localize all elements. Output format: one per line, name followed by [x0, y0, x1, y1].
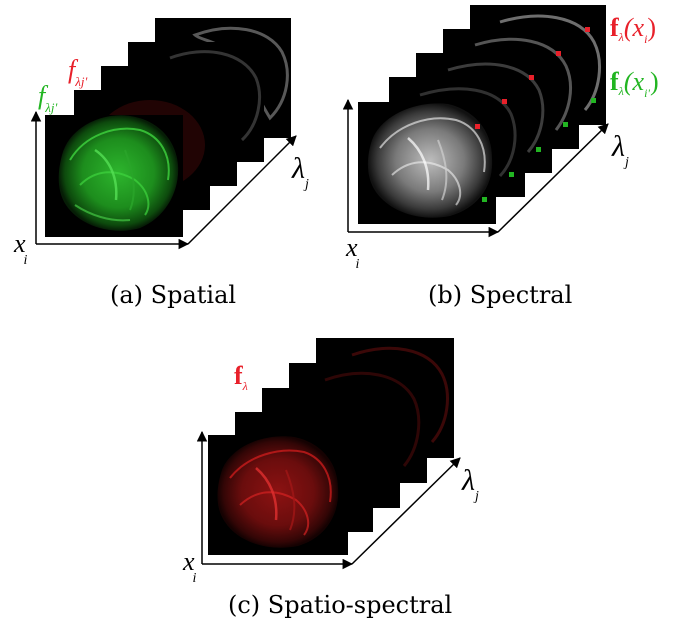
brain-outline	[419, 87, 517, 178]
pixel-green	[536, 147, 541, 152]
label-f-red: fλj'	[68, 55, 87, 89]
brain-outline	[447, 62, 545, 153]
label-lambda: λj	[291, 152, 309, 192]
brain-image-gray	[367, 103, 493, 218]
pixel-green	[482, 197, 487, 202]
brain-outline	[474, 37, 573, 131]
pixel-green	[591, 98, 596, 103]
caption-b: (b) Spectral	[428, 281, 572, 309]
brain-outline	[324, 371, 421, 467]
caption-a: (a) Spatial	[110, 281, 236, 309]
axis-lambda	[351, 457, 461, 565]
pixel-red	[585, 27, 590, 32]
pixel-red	[529, 75, 534, 80]
label-f-red: fλ(xi)	[610, 13, 656, 46]
pixel-green	[509, 172, 514, 177]
caption-c: (c) Spatio-spectral	[228, 591, 452, 619]
label-f-red: fλ	[234, 361, 248, 393]
label-lambda: λj	[461, 464, 479, 504]
pixel-green	[563, 122, 568, 127]
pixel-red	[475, 124, 480, 129]
brain-outline	[499, 14, 601, 111]
brain-image-green	[58, 115, 179, 231]
brain-outline	[351, 346, 449, 443]
brain-outline	[169, 50, 261, 142]
label-f-green: fλj'	[38, 81, 57, 115]
brain-image-red	[217, 436, 339, 548]
axis-lambda	[497, 123, 609, 233]
pixel-red	[502, 99, 507, 104]
label-lambda: λj	[611, 130, 629, 170]
pixel-red	[556, 51, 561, 56]
label-f-green: fλ(xi')	[610, 67, 659, 100]
axis-lambda	[187, 135, 297, 245]
